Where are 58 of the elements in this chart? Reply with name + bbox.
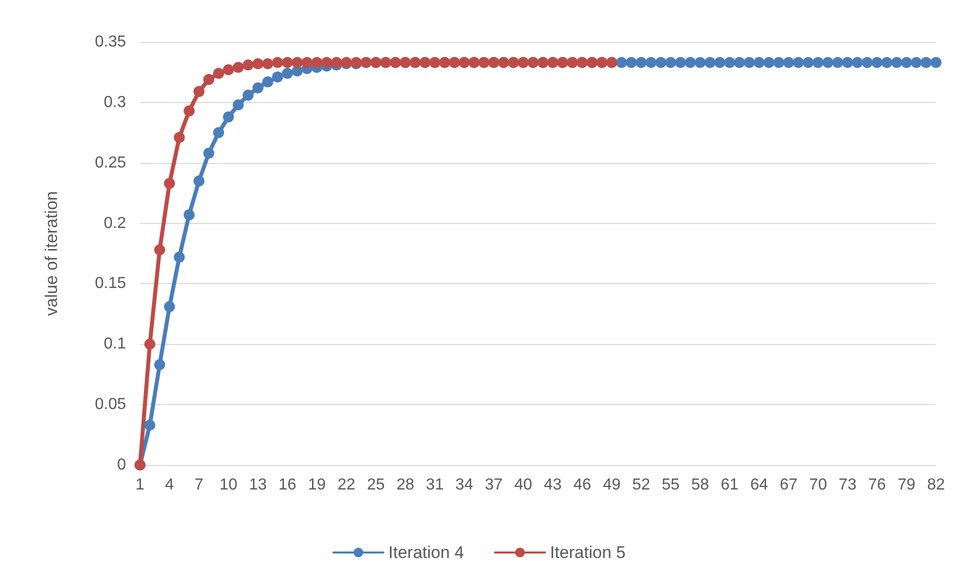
x-tick-label: 37 bbox=[484, 476, 503, 494]
point bbox=[222, 64, 234, 76]
y-tick-label: 0.25 bbox=[94, 154, 126, 172]
point bbox=[262, 58, 274, 70]
legend-label: Iteration 5 bbox=[550, 543, 626, 562]
y-axis-title: value of iteration bbox=[42, 191, 61, 316]
point bbox=[144, 338, 156, 350]
x-tick-label: 76 bbox=[868, 476, 886, 494]
x-tick-label: 79 bbox=[898, 476, 916, 494]
point bbox=[302, 57, 313, 68]
point bbox=[232, 62, 244, 73]
x-tick-label: 64 bbox=[750, 476, 768, 494]
x-tick-label: 40 bbox=[514, 476, 532, 494]
x-tick-label: 13 bbox=[249, 476, 267, 494]
point bbox=[321, 57, 332, 68]
x-tick-label: 55 bbox=[662, 476, 680, 494]
point bbox=[242, 59, 254, 70]
x-tick-label: 58 bbox=[691, 476, 710, 494]
x-tick-label: 46 bbox=[573, 476, 592, 494]
point bbox=[184, 105, 195, 116]
point bbox=[174, 132, 185, 143]
y-tick-label: 0.1 bbox=[104, 336, 126, 353]
point bbox=[193, 86, 204, 98]
x-tick-label: 1 bbox=[136, 476, 145, 494]
point bbox=[154, 244, 166, 256]
y-tick-label: 0 bbox=[117, 456, 126, 474]
point bbox=[282, 57, 293, 68]
x-tick-label: 7 bbox=[194, 476, 204, 494]
x-tick-label: 4 bbox=[165, 476, 174, 494]
point bbox=[311, 57, 322, 68]
x-tick-label: 70 bbox=[809, 476, 828, 494]
x-tick-label: 25 bbox=[366, 476, 385, 494]
x-tick-label: 43 bbox=[544, 476, 562, 494]
x-tick-label: 22 bbox=[337, 476, 356, 494]
point bbox=[292, 57, 303, 68]
x-tick-label: 28 bbox=[396, 476, 414, 494]
x-tick-label: 73 bbox=[838, 476, 857, 494]
x-tick-label: 31 bbox=[426, 476, 444, 494]
y-tick-label: 0.2 bbox=[104, 214, 126, 232]
x-tick-label: 61 bbox=[720, 476, 739, 494]
x-tick-label: 67 bbox=[780, 476, 798, 494]
point bbox=[213, 68, 224, 79]
point bbox=[272, 57, 284, 68]
y-tick-label: 0.05 bbox=[94, 396, 126, 414]
x-tick-label: 49 bbox=[602, 476, 621, 494]
y-tick-label: 0.3 bbox=[104, 94, 126, 111]
x-tick-label: 19 bbox=[308, 476, 326, 494]
point bbox=[203, 74, 214, 85]
x-tick-label: 34 bbox=[455, 476, 474, 494]
x-tick-label: 16 bbox=[278, 476, 296, 494]
x-tick-label: 10 bbox=[220, 476, 238, 494]
x-tick-label: 82 bbox=[927, 476, 945, 494]
legend-label: Iteration 4 bbox=[388, 543, 464, 562]
point bbox=[252, 58, 264, 70]
point bbox=[164, 178, 175, 189]
y-tick-label: 0.15 bbox=[94, 275, 126, 292]
y-tick-label: 0.35 bbox=[94, 34, 126, 50]
x-tick-label: 52 bbox=[632, 476, 650, 494]
